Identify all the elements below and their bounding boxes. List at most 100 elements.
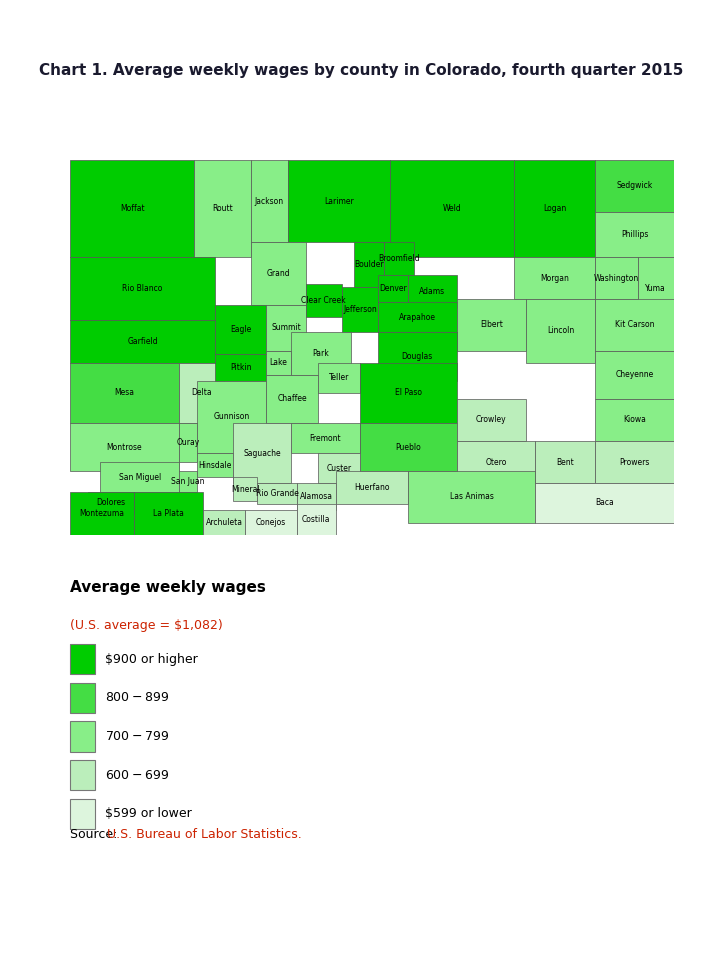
Text: Yuma: Yuma xyxy=(645,284,666,294)
Text: Prowers: Prowers xyxy=(619,458,650,467)
Text: La Plata: La Plata xyxy=(153,509,184,518)
Polygon shape xyxy=(88,493,133,513)
Text: Source:: Source: xyxy=(70,828,121,841)
Text: Conejos: Conejos xyxy=(256,518,286,527)
Text: $600 - $699: $600 - $699 xyxy=(105,769,169,781)
FancyBboxPatch shape xyxy=(70,721,95,751)
Polygon shape xyxy=(179,363,224,423)
Polygon shape xyxy=(342,287,378,332)
Polygon shape xyxy=(70,493,133,535)
Text: Huerfano: Huerfano xyxy=(355,483,390,493)
Polygon shape xyxy=(390,160,514,257)
Text: $599 or lower: $599 or lower xyxy=(105,808,192,820)
Polygon shape xyxy=(179,423,197,463)
Text: Chart 1. Average weekly wages by county in Colorado, fourth quarter 2015: Chart 1. Average weekly wages by county … xyxy=(39,63,683,78)
Text: Morgan: Morgan xyxy=(541,273,569,283)
Text: Lake: Lake xyxy=(270,358,287,367)
Text: Clear Creek: Clear Creek xyxy=(301,296,346,305)
Polygon shape xyxy=(70,423,179,471)
Polygon shape xyxy=(456,299,526,351)
Text: Fremont: Fremont xyxy=(310,434,341,442)
Text: Montezuma: Montezuma xyxy=(79,509,124,518)
Polygon shape xyxy=(215,354,267,381)
Polygon shape xyxy=(354,242,384,287)
Polygon shape xyxy=(360,423,456,471)
FancyBboxPatch shape xyxy=(70,799,95,829)
Text: Pueblo: Pueblo xyxy=(395,442,421,452)
Text: $800 - $899: $800 - $899 xyxy=(105,691,169,705)
Text: Pitkin: Pitkin xyxy=(230,363,251,371)
Polygon shape xyxy=(514,160,595,257)
Text: Arapahoe: Arapahoe xyxy=(399,313,436,322)
Text: Average weekly wages: Average weekly wages xyxy=(70,579,266,595)
Text: Elbert: Elbert xyxy=(480,321,503,330)
Text: Las Animas: Las Animas xyxy=(450,493,494,502)
Polygon shape xyxy=(456,441,535,483)
Polygon shape xyxy=(194,160,251,257)
Text: Kiowa: Kiowa xyxy=(623,415,646,425)
Text: Costilla: Costilla xyxy=(302,515,331,524)
Polygon shape xyxy=(288,160,390,242)
Text: Custer: Custer xyxy=(326,464,352,472)
Polygon shape xyxy=(291,332,351,374)
Text: Hinsdale: Hinsdale xyxy=(199,461,232,469)
Text: Dolores: Dolores xyxy=(96,499,126,507)
Text: Mesa: Mesa xyxy=(114,388,135,398)
Text: El Paso: El Paso xyxy=(395,388,422,398)
Text: Douglas: Douglas xyxy=(402,352,433,361)
Polygon shape xyxy=(526,299,595,363)
Text: Larimer: Larimer xyxy=(324,196,354,206)
Text: Kit Carson: Kit Carson xyxy=(615,321,654,330)
Text: Jackson: Jackson xyxy=(255,196,284,206)
Text: Bent: Bent xyxy=(557,458,574,467)
Polygon shape xyxy=(233,477,258,502)
Polygon shape xyxy=(267,305,305,351)
Text: Ouray: Ouray xyxy=(176,438,199,447)
Text: Montrose: Montrose xyxy=(107,442,143,452)
Polygon shape xyxy=(233,423,291,483)
FancyBboxPatch shape xyxy=(70,760,95,790)
Text: Garfield: Garfield xyxy=(127,337,158,346)
Text: Gunnison: Gunnison xyxy=(213,412,250,422)
Polygon shape xyxy=(336,471,409,504)
Polygon shape xyxy=(360,363,456,423)
Polygon shape xyxy=(595,212,674,257)
Polygon shape xyxy=(318,453,360,483)
Polygon shape xyxy=(595,299,674,351)
Text: Weld: Weld xyxy=(443,204,461,213)
Polygon shape xyxy=(378,275,409,302)
Text: Broomfield: Broomfield xyxy=(378,254,420,263)
Text: Boulder: Boulder xyxy=(355,260,384,269)
Polygon shape xyxy=(595,441,674,483)
Text: U.S. Bureau of Labor Statistics.: U.S. Bureau of Labor Statistics. xyxy=(107,828,301,841)
Text: (U.S. average = $1,082): (U.S. average = $1,082) xyxy=(70,619,223,633)
Polygon shape xyxy=(384,242,414,275)
Text: Cheyenne: Cheyenne xyxy=(616,370,654,379)
Text: Lincoln: Lincoln xyxy=(547,327,574,335)
Polygon shape xyxy=(514,257,595,299)
Polygon shape xyxy=(267,374,318,423)
Polygon shape xyxy=(409,471,535,523)
Text: $900 or higher: $900 or higher xyxy=(105,652,198,666)
Polygon shape xyxy=(637,257,674,321)
Text: Otero: Otero xyxy=(485,458,507,467)
Polygon shape xyxy=(456,399,526,441)
Text: Alamosa: Alamosa xyxy=(300,493,333,502)
Text: Jefferson: Jefferson xyxy=(343,305,377,314)
Polygon shape xyxy=(197,381,267,453)
Polygon shape xyxy=(100,463,179,493)
Text: Logan: Logan xyxy=(543,204,567,213)
Polygon shape xyxy=(179,471,197,493)
Text: Adams: Adams xyxy=(419,287,446,296)
Polygon shape xyxy=(258,483,296,504)
Text: $700 - $799: $700 - $799 xyxy=(105,730,169,743)
Text: Park: Park xyxy=(312,349,329,358)
Text: Phillips: Phillips xyxy=(621,229,649,239)
Polygon shape xyxy=(203,510,245,535)
FancyBboxPatch shape xyxy=(70,682,95,713)
Polygon shape xyxy=(70,321,215,363)
Polygon shape xyxy=(378,302,456,332)
Polygon shape xyxy=(595,257,637,299)
Text: Grand: Grand xyxy=(267,269,291,278)
Polygon shape xyxy=(595,399,674,441)
